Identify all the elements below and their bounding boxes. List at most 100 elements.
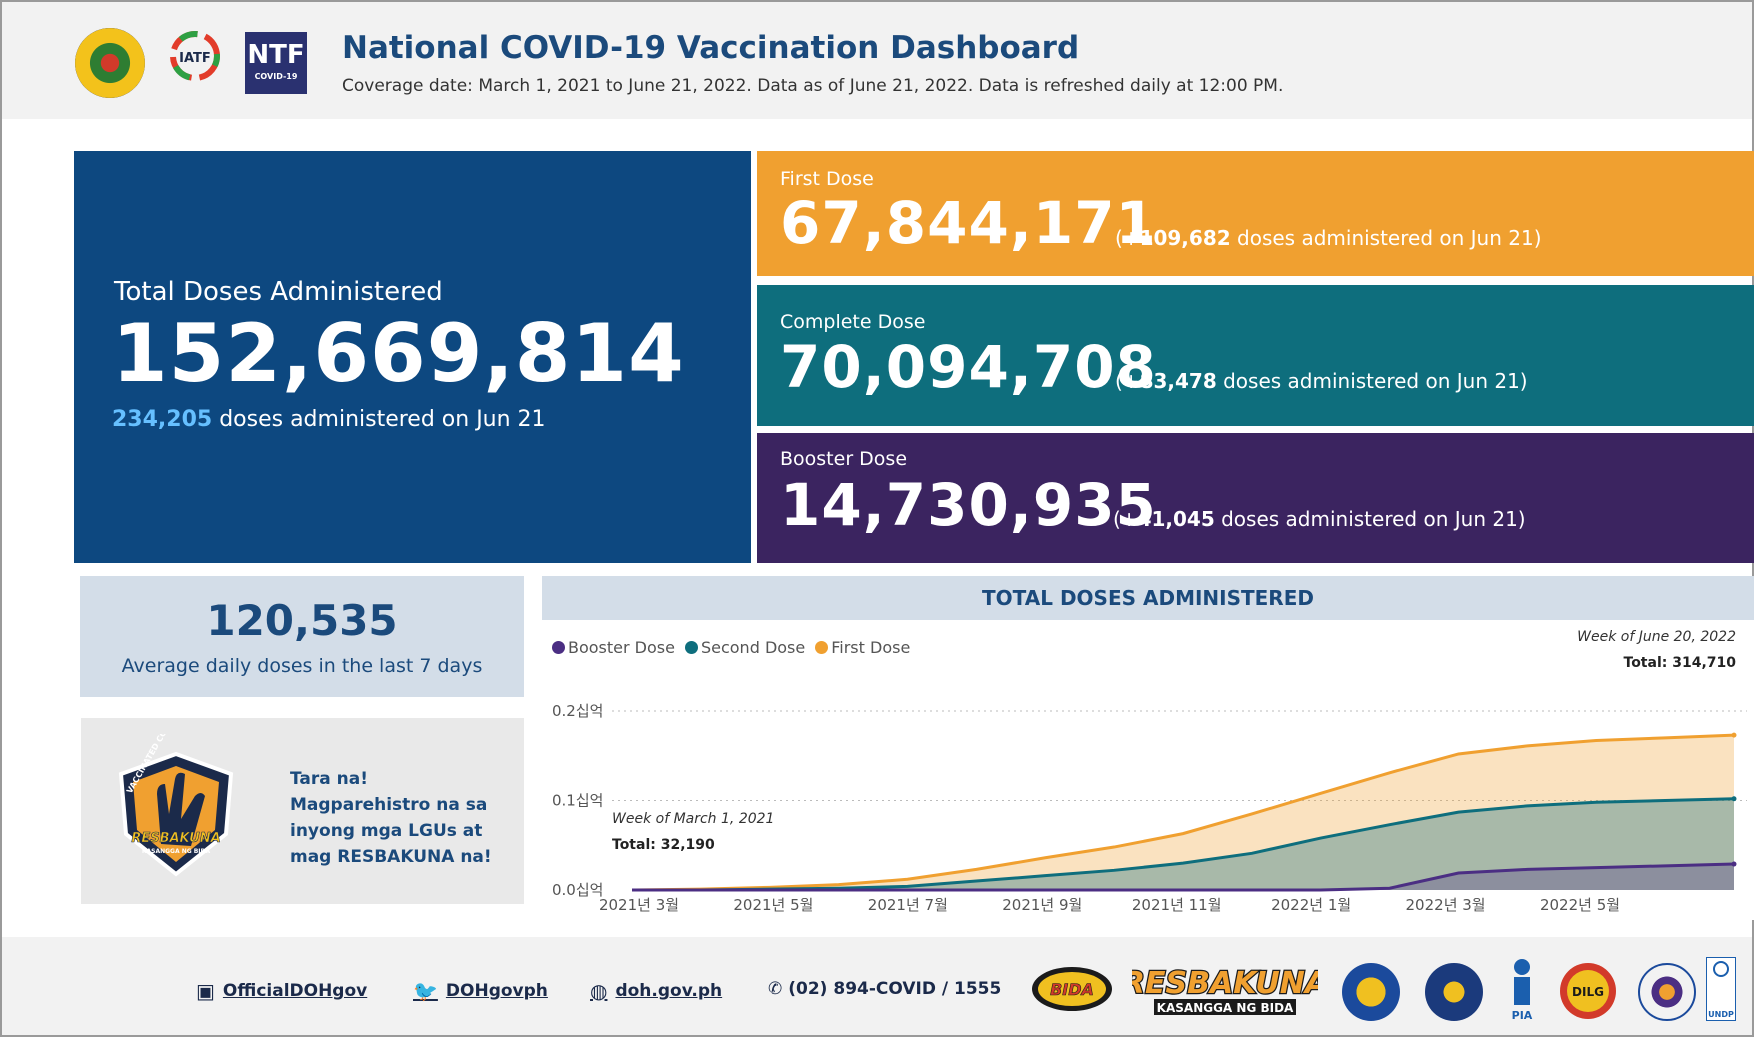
line-booster-dose — [632, 862, 1735, 892]
legend-label-booster: Booster Dose — [568, 638, 675, 657]
legend-label-first: First Dose — [831, 638, 911, 657]
resbakuna-badge-icon: VACCINATED COVID-19 RESBAKUNA KASANGGA N… — [118, 734, 234, 877]
twitter-link[interactable]: 🐦 DOHgovph — [413, 979, 548, 1003]
x-tick-label: 2022년 3월 — [1406, 896, 1486, 914]
x-tick-label: 2021년 3월 — [599, 896, 679, 914]
total-doses-chart[interactable]: TOTAL DOSES ADMINISTERED Booster Dose Se… — [542, 576, 1754, 920]
legend-dot-second — [684, 641, 698, 654]
booster-dose-note: (+41,045 doses administered on Jun 21) — [1113, 507, 1526, 531]
first-dose-note: (+109,682 doses administered on Jun 21) — [1115, 226, 1542, 250]
promo-text: Tara na! Magparehistro na sa inyong mga … — [290, 769, 492, 867]
annotation-first-week: Week of March 1, 2021 — [612, 811, 774, 827]
complete-dose-suffix: doses administered on Jun 21) — [1216, 369, 1528, 393]
legend-dot-booster — [552, 641, 565, 654]
first-dose-value: 67,844,171 — [780, 189, 1157, 257]
ntf-logo-subtext: COVID-19 — [254, 72, 298, 81]
annotation-first-total: Total: 32,190 — [612, 837, 715, 853]
total-doses-label: Total Doses Administered — [114, 277, 443, 307]
coverage-subtitle: Coverage date: March 1, 2021 to June 21,… — [342, 76, 1284, 96]
annotation-latest-total: Total: 314,710 — [1624, 655, 1737, 671]
complete-dose-value: 70,094,708 — [780, 333, 1157, 401]
pia-logo: PIA — [1512, 959, 1533, 1022]
resbakuna-logo-subtext: KASANGGA NG BIDA — [1157, 1001, 1294, 1015]
point-end-booster-dose — [1731, 861, 1737, 867]
hotline: ✆ (02) 894-COVID / 1555 — [768, 979, 1001, 999]
line-first-dose — [631, 733, 1735, 892]
booster-dose-value: 14,730,935 — [780, 471, 1157, 539]
total-doses-today: 234,205 doses administered on Jun 21 — [112, 407, 546, 432]
iatf-logo-text: IATF — [179, 51, 211, 66]
legend-item-second[interactable]: Second Dose — [684, 638, 806, 657]
chart-title-bar: TOTAL DOSES ADMINISTERED — [542, 576, 1754, 620]
twitter-label: DOHgovph — [445, 981, 548, 1001]
booster-dose-suffix: doses administered on Jun 21) — [1214, 507, 1526, 531]
average-daily-card[interactable]: 120,535 Average daily doses in the last … — [80, 576, 524, 697]
average-daily-value: 120,535 — [206, 596, 398, 645]
y-tick-label: 0.2십억 — [552, 702, 603, 720]
bida-logo-text: BIDA — [1050, 980, 1094, 999]
complete-dose-card[interactable]: Complete Dose 70,094,708 (+83,478 doses … — [757, 285, 1754, 426]
doh-logo — [75, 28, 145, 98]
complete-dose-prefix: (+ — [1115, 369, 1140, 393]
total-doses-card[interactable]: Total Doses Administered 152,669,814 234… — [74, 151, 751, 563]
partner-seal-icon — [1638, 963, 1696, 1021]
legend-item-first[interactable]: First Dose — [815, 638, 910, 657]
first-dose-prefix: (+ — [1115, 226, 1140, 250]
total-doses-today-suffix: doses administered on Jun 21 — [212, 407, 546, 432]
point-end-second-dose — [1731, 796, 1737, 802]
booster-dose-card[interactable]: Booster Dose 14,730,935 (+41,045 doses a… — [757, 433, 1754, 563]
first-dose-card[interactable]: First Dose 67,844,171 (+109,682 doses ad… — [757, 151, 1754, 276]
legend-label-second: Second Dose — [700, 638, 806, 657]
first-dose-label: First Dose — [780, 168, 874, 190]
website-link[interactable]: ◍ doh.gov.ph — [590, 979, 722, 1003]
booster-dose-label: Booster Dose — [780, 448, 908, 470]
footer: ▣ OfficialDOHgov 🐦 DOHgovph ◍ doh.gov.ph ✆(… — [2, 937, 1752, 1035]
booster-dose-delta: 41,045 — [1137, 507, 1215, 531]
undp-logo: UNDP — [1706, 957, 1736, 1021]
point-end-first-dose — [1731, 732, 1737, 738]
x-tick-label: 2021년 5월 — [733, 896, 813, 914]
undp-logo-text: UNDP — [1708, 1010, 1734, 1019]
total-doses-today-value: 234,205 — [112, 407, 213, 432]
resbakuna-logo: RESBAKUNA KASANGGA NG BIDA — [1132, 965, 1318, 1015]
facebook-label: OfficialDOHgov — [222, 981, 368, 1001]
chart-legend: Booster Dose Second Dose First Dose — [552, 638, 910, 657]
ntf-logo: NTF COVID-19 — [245, 32, 307, 94]
x-tick-label: 2021년 9월 — [1002, 896, 1082, 914]
first-dose-suffix: doses administered on Jun 21) — [1230, 226, 1542, 250]
area-second-dose — [632, 798, 1734, 890]
booster-dose-prefix: (+ — [1113, 507, 1138, 531]
annotation-latest-week: Week of June 20, 2022 — [1577, 629, 1736, 645]
legend-item-booster[interactable]: Booster Dose — [552, 638, 675, 657]
dilg-seal: DILG — [1560, 963, 1616, 1019]
facebook-icon: ▣ — [196, 979, 215, 1003]
complete-dose-note: (+83,478 doses administered on Jun 21) — [1115, 369, 1528, 393]
y-tick-label: 0.0십억 — [552, 881, 603, 899]
ntf-logo-text: NTF — [247, 40, 305, 70]
pcoo-seal-icon — [1342, 963, 1400, 1021]
area-booster-dose — [632, 864, 1734, 890]
iatf-logo: IATF — [170, 31, 220, 81]
phone-icon: ✆ — [768, 979, 783, 999]
twitter-icon: 🐦 — [413, 979, 438, 1003]
x-tick-label: 2022년 5월 — [1540, 896, 1620, 914]
pia-logo-text: PIA — [1512, 1009, 1533, 1022]
y-tick-label: 0.1십억 — [552, 792, 603, 810]
facebook-link[interactable]: ▣ OfficialDOHgov — [196, 979, 367, 1003]
complete-dose-delta: 83,478 — [1139, 369, 1217, 393]
resbakuna-promo[interactable]: VACCINATED COVID-19 RESBAKUNA KASANGGA N… — [81, 718, 524, 904]
bida-logo: BIDA — [1032, 967, 1112, 1011]
x-tick-label: 2022년 1월 — [1271, 896, 1351, 914]
hotline-label: (02) 894-COVID / 1555 — [788, 979, 1002, 999]
area-first-dose — [632, 735, 1734, 890]
legend-dot-first — [815, 641, 829, 654]
chart-title: TOTAL DOSES ADMINISTERED — [982, 586, 1314, 610]
x-tick-label: 2021년 11월 — [1132, 896, 1222, 914]
globe-icon: ◍ — [590, 979, 608, 1003]
resbakuna-logo-text: RESBAKUNA — [1132, 966, 1318, 1001]
complete-dose-label: Complete Dose — [780, 311, 926, 333]
first-dose-delta: 109,682 — [1139, 226, 1231, 250]
badge-sub-text: KASANGGA NG BIDA — [142, 848, 211, 855]
badge-title-text: RESBAKUNA — [131, 831, 220, 846]
government-seal-icon — [1425, 963, 1483, 1021]
